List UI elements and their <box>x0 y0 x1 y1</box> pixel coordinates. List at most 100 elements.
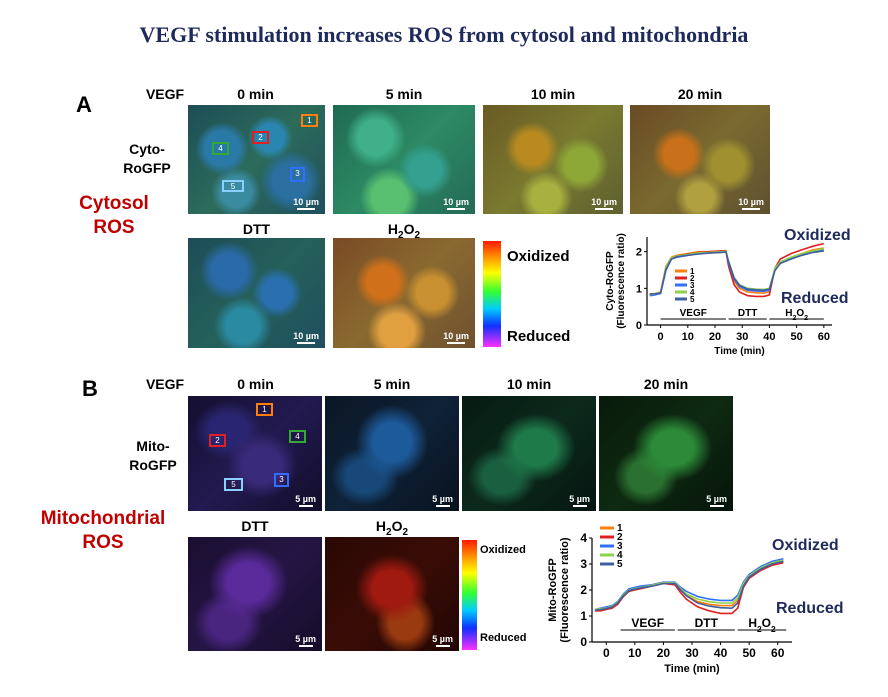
mito-roi-2: 2 <box>209 434 226 447</box>
scale-bar-label: 10 µm <box>443 197 469 207</box>
panel-b-colorbar-bottom: Reduced <box>480 632 527 644</box>
scale-bar-label: 10 µm <box>738 197 764 207</box>
cyto-roi-5: 5 <box>222 180 244 192</box>
legend-label-4: 4 <box>617 550 623 561</box>
panel-a-colorbar <box>483 241 501 347</box>
series-line-1 <box>594 560 784 612</box>
panel-b-time-0: 0 min <box>237 376 274 392</box>
scale-bar-label: 10 µm <box>293 197 319 207</box>
series-line-5 <box>594 560 784 612</box>
y-axis-label: (Fluorescence ratio) <box>616 233 627 329</box>
x-tick-label: 40 <box>763 331 775 343</box>
scale-bar: 5 µm <box>295 634 316 647</box>
panel-b-row-label-line1: Mito- <box>136 438 170 454</box>
scale-bar-label: 5 µm <box>432 634 453 644</box>
treatment-label: H2O2 <box>748 616 776 634</box>
scale-bar-label: 5 µm <box>432 494 453 504</box>
panel-b-oxidized-label: Oxidized <box>772 537 839 554</box>
panel-a-colorbar-top: Oxidized <box>507 248 570 265</box>
panel-a-time-5: 5 min <box>385 86 423 102</box>
scale-bar: 10 µm <box>738 197 764 210</box>
panel-b-side-label-line2: ROS <box>82 532 124 553</box>
panel-b-h2o2-label: H2O2 <box>375 518 409 538</box>
cyto-image-10min: 10 µm <box>483 105 623 214</box>
panel-b-time-10: 10 min <box>506 376 552 392</box>
x-tick-label: 10 <box>628 646 642 660</box>
panel-b-vegf-label: VEGF <box>145 376 185 392</box>
x-tick-label: 30 <box>736 331 748 343</box>
cyto-roi-2: 2 <box>252 131 269 144</box>
legend-label-3: 3 <box>617 541 623 552</box>
x-tick-label: 60 <box>818 331 830 343</box>
cyto-roi-1: 1 <box>301 114 318 127</box>
panel-a-reduced-label: Reduced <box>781 290 849 307</box>
panel-b-side-label-line1: Mitochondrial <box>40 508 166 529</box>
panel-a-time-0: 0 min <box>237 86 274 102</box>
x-tick-label: 60 <box>771 646 785 660</box>
y-axis-label: Mito-RoGFP <box>547 558 559 622</box>
series-line-4 <box>594 559 784 611</box>
panel-a-side-label-line1: Cytosol <box>79 193 149 214</box>
cyto-image-20min: 10 µm <box>630 105 770 214</box>
mito-image-0min: 1 2 3 4 5 5 µm <box>188 396 322 511</box>
scale-bar: 10 µm <box>293 331 319 344</box>
figure-title: VEGF stimulation increases ROS from cyto… <box>139 22 749 47</box>
scale-bar: 5 µm <box>706 494 727 507</box>
treatment-label: DTT <box>738 308 757 319</box>
x-tick-label: 50 <box>742 646 756 660</box>
scale-bar-label: 5 µm <box>295 494 316 504</box>
scale-bar: 5 µm <box>295 494 316 507</box>
panel-a-letter: A <box>76 92 92 117</box>
treatment-label: VEGF <box>631 616 664 630</box>
y-tick-label: 2 <box>636 247 642 259</box>
y-tick-label: 3 <box>580 557 587 571</box>
y-axis-label: (Fluorescence ratio) <box>559 537 571 642</box>
legend-label-1: 1 <box>617 523 623 534</box>
panel-a-time-20: 20 min <box>677 86 723 102</box>
panel-b-time-5: 5 min <box>373 376 411 392</box>
x-tick-label: 0 <box>603 646 610 660</box>
legend-label-1: 1 <box>690 267 695 276</box>
y-axis-label: Cyto-RoGFP <box>605 251 616 311</box>
x-tick-label: 10 <box>682 331 694 343</box>
y-tick-label: 1 <box>636 283 642 295</box>
panel-a-dtt-label: DTT <box>242 221 271 237</box>
panel-b-colorbar-top: Oxidized <box>480 544 526 556</box>
scale-bar: 10 µm <box>293 197 319 210</box>
y-tick-label: 2 <box>580 583 587 597</box>
panel-b-reduced-label: Reduced <box>776 600 844 617</box>
scale-bar-label: 5 µm <box>295 634 316 644</box>
y-tick-label: 1 <box>580 609 587 623</box>
mito-roi-5: 5 <box>224 478 243 491</box>
mito-roi-3: 3 <box>274 473 289 487</box>
mito-image-20min: 5 µm <box>599 396 733 511</box>
x-tick-label: 30 <box>685 646 699 660</box>
panel-a-row-label-line1: Cyto- <box>129 141 165 157</box>
panel-b-time-20: 20 min <box>643 376 689 392</box>
legend-label-2: 2 <box>690 274 695 283</box>
x-tick-label: 20 <box>709 331 721 343</box>
mito-image-5min: 5 µm <box>325 396 459 511</box>
scale-bar: 5 µm <box>432 494 453 507</box>
treatment-label: DTT <box>695 616 719 630</box>
cyto-roi-4: 4 <box>212 142 229 155</box>
x-axis-label: Time (min) <box>714 346 764 357</box>
panel-b-side-label: Mitochondrial ROS <box>18 507 188 555</box>
panel-a-row-label: Cyto- RoGFP <box>112 140 182 178</box>
mito-image-dtt: 5 µm <box>188 537 322 651</box>
legend-label-2: 2 <box>617 532 623 543</box>
cyto-image-h2o2: 10 µm <box>333 238 475 348</box>
x-tick-label: 20 <box>657 646 671 660</box>
panel-b-row-label: Mito- RoGFP <box>118 437 188 475</box>
series-line-5 <box>649 250 824 295</box>
panel-a-side-label: Cytosol ROS <box>64 192 164 240</box>
panel-a-vegf-label: VEGF <box>145 86 185 102</box>
treatment-label: H2O2 <box>785 308 808 322</box>
legend-label-5: 5 <box>690 295 695 304</box>
mito-image-10min: 5 µm <box>462 396 596 511</box>
scale-bar: 10 µm <box>591 197 617 210</box>
panel-a-time-10: 10 min <box>530 86 576 102</box>
mito-roi-1: 1 <box>256 403 273 416</box>
cyto-image-0min: 1 2 3 4 5 10 µm <box>188 105 325 214</box>
